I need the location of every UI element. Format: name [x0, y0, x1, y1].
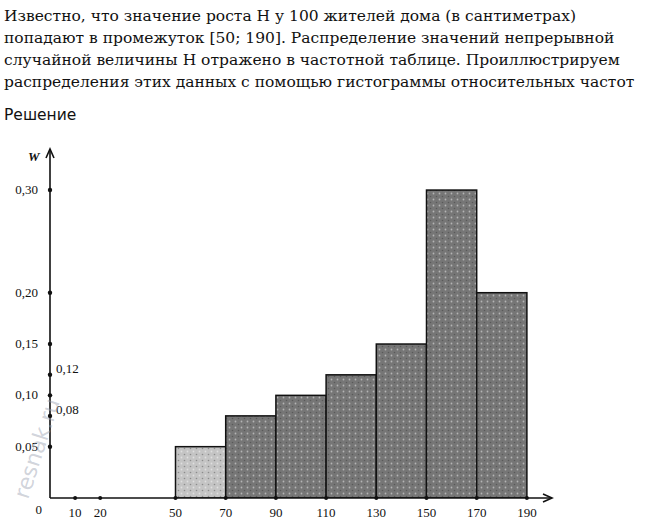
bar — [477, 293, 527, 498]
y-tick — [48, 373, 52, 377]
problem-line: распределения этих данных с помощью гист… — [4, 73, 634, 91]
y-tick-label: 0,20 — [15, 285, 38, 300]
x-tick — [174, 496, 178, 500]
x-tick — [425, 496, 429, 500]
x-tick-label: 170 — [467, 505, 487, 520]
problem-line: случайной величины Н отражено в частотно… — [4, 51, 620, 69]
x-tick-label: 110 — [317, 505, 336, 520]
bar — [376, 344, 426, 498]
x-tick-label: 150 — [417, 505, 437, 520]
y-arrow — [46, 149, 54, 158]
bar — [176, 447, 226, 498]
x-tick — [475, 496, 479, 500]
x-arrow — [543, 494, 552, 502]
x-tick-label: 90 — [269, 505, 282, 520]
x-tick-label: 130 — [367, 505, 387, 520]
x-tick-label: 70 — [219, 505, 232, 520]
y-tick-label: 0,30 — [15, 182, 38, 197]
problem-line: Известно, что значение роста Н у 100 жит… — [4, 7, 576, 25]
x-tick — [274, 496, 278, 500]
y-tick-label: 0,15 — [15, 336, 38, 351]
x-tick — [525, 496, 529, 500]
x-tick — [324, 496, 328, 500]
x-tick — [224, 496, 228, 500]
heading: Решение — [4, 106, 76, 124]
x-tick-label: 50 — [169, 505, 182, 520]
watermark: resnak.ru — [9, 395, 65, 501]
bar — [427, 190, 477, 498]
y-tick — [48, 393, 52, 397]
y-axis-label: W — [28, 149, 41, 164]
problem-line: попадают в промежуток [50; 190]. Распред… — [4, 29, 614, 47]
y-tick-label: 0 — [36, 502, 43, 517]
bar — [326, 375, 376, 498]
bar — [226, 416, 276, 498]
y-tick — [48, 291, 52, 295]
x-tick-label: 20 — [94, 505, 107, 520]
x-tick-label: 10 — [69, 505, 82, 520]
x-tick — [98, 496, 102, 500]
y-tick — [48, 342, 52, 346]
x-tick-label: 190 — [517, 505, 537, 520]
y-tick-label: 0,12 — [56, 361, 79, 376]
bar — [276, 395, 326, 498]
x-tick — [374, 496, 378, 500]
page: Известно, что значение роста Н у 100 жит… — [0, 0, 650, 524]
x-tick — [73, 496, 77, 500]
bars — [176, 190, 527, 498]
y-tick-label: 0,10 — [15, 387, 38, 402]
y-tick — [48, 188, 52, 192]
